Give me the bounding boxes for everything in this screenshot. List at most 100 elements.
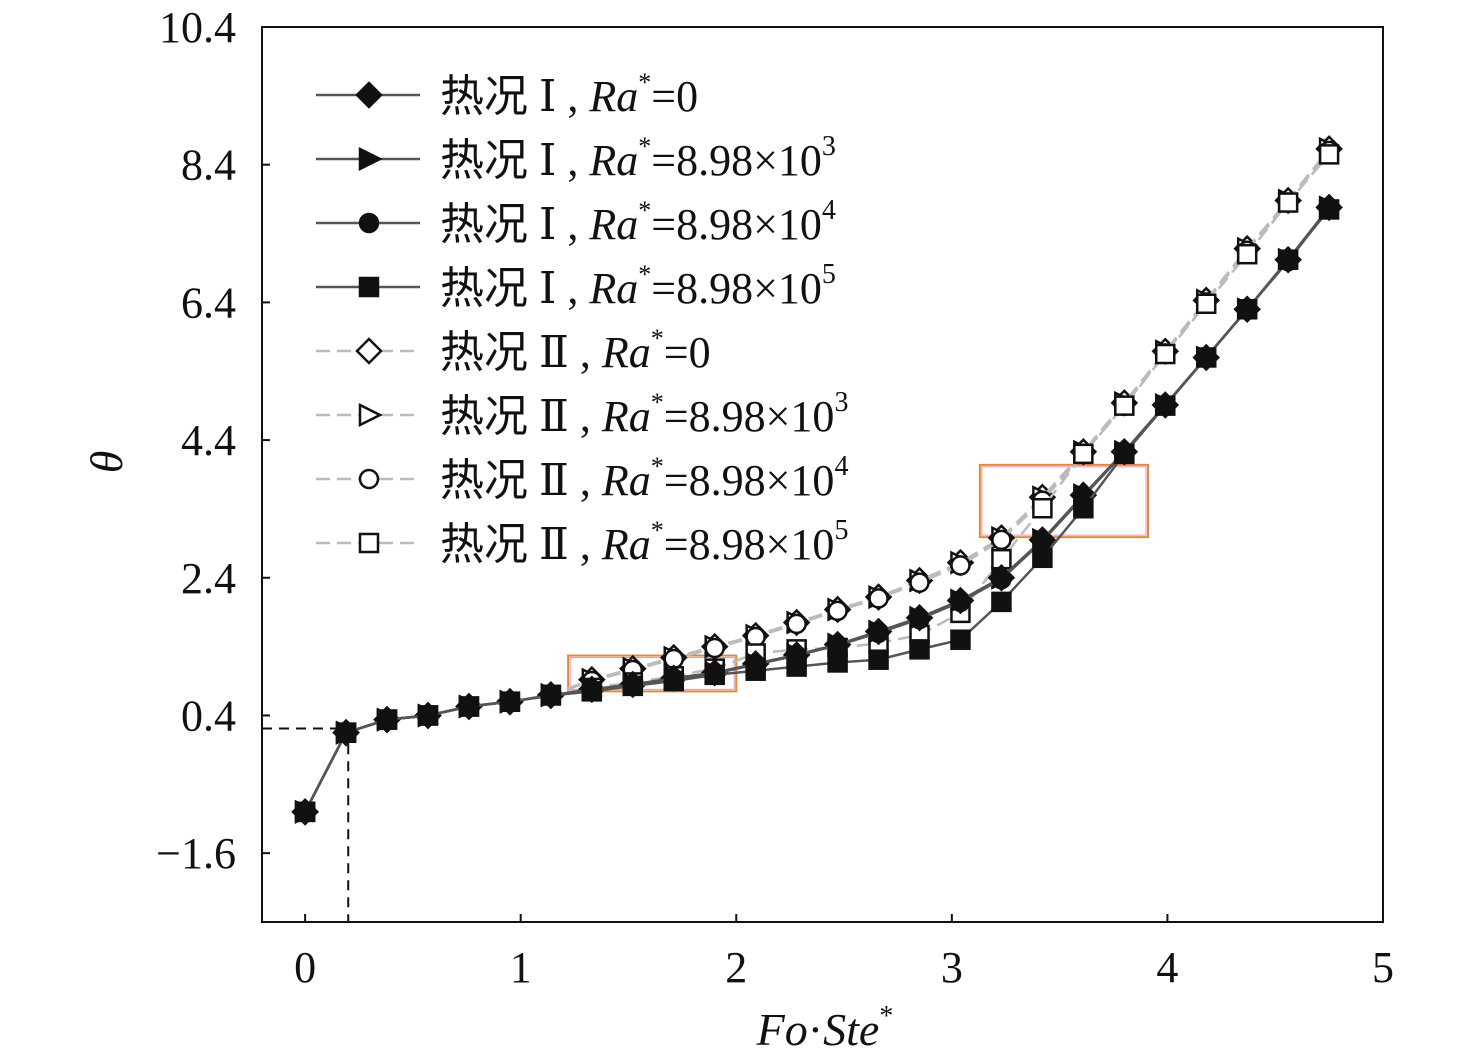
data-point-square (1236, 299, 1258, 320)
data-point-circle (909, 608, 930, 630)
legend-entry: 热况 Ⅱ , Ra*=8.98×105 (316, 515, 848, 569)
legend-exponent: 5 (822, 259, 836, 290)
y-tick-label: 2.4 (181, 554, 236, 603)
plot-frame (261, 26, 1384, 923)
data-point-square (868, 649, 889, 670)
legend-value: =8.98×10 (651, 264, 822, 313)
data-point-square (622, 675, 644, 697)
legend-label: 热况 Ⅱ , Ra*=0 (440, 324, 711, 377)
legend-entry: 热况 Ⅱ , Ra*=8.98×103 (316, 387, 848, 441)
y-tick-label: 10.4 (159, 3, 236, 52)
legend-value: =8.98×10 (651, 200, 822, 249)
data-point-square (1277, 192, 1299, 213)
legend-star: * (638, 68, 651, 97)
legend-value: =8.98×10 (664, 520, 835, 569)
data-point-square (827, 652, 848, 673)
legend-value: =0 (664, 328, 711, 377)
legend-case: 热况 Ⅱ , (440, 520, 602, 569)
data-point-square (745, 660, 766, 681)
data-point-circle (786, 613, 807, 635)
legend-marker-diamond (355, 337, 383, 365)
legend-label: 热况 Ⅱ , Ra*=8.98×104 (440, 451, 848, 505)
legend-var: Ra (601, 392, 651, 441)
data-point-square (1195, 347, 1217, 368)
data-point-circle (868, 622, 889, 644)
data-point-square (499, 691, 521, 712)
series-4 (294, 199, 1340, 823)
data-point-circle (827, 634, 848, 656)
data-point-square (1318, 199, 1340, 220)
legend-marker-triangle-right (358, 402, 383, 428)
legend-star: * (651, 324, 664, 353)
data-point-circle (950, 591, 971, 613)
legend-star: * (638, 132, 651, 161)
legend-exponent: 4 (834, 451, 848, 482)
legend-label: 热况 Ⅱ , Ra*=8.98×103 (440, 387, 848, 441)
legend-label: 热况 Ⅱ , Ra*=8.98×105 (440, 515, 848, 569)
legend-marker-circle (358, 468, 380, 490)
data-point-square (1032, 547, 1053, 569)
legend-label: 热况 Ⅰ , Ra*=0 (440, 68, 698, 121)
legend-var: Ra (601, 456, 651, 505)
x-tick-label: 0 (294, 943, 316, 992)
x-axis-label: Fo·Ste* (756, 1001, 894, 1055)
legend-entry: 热况 Ⅱ , Ra*=8.98×104 (316, 451, 848, 505)
legend-exponent: 4 (822, 195, 836, 226)
axes: 0 1 2 3 4 5 −1.6 0.4 2.4 4.4 6.4 8.4 10.4 (156, 3, 1394, 992)
data-point-square (663, 670, 685, 692)
data-point-square (950, 629, 971, 650)
data-point-square (1155, 343, 1176, 365)
y-tick-label: 6.4 (181, 278, 236, 327)
legend-label: 热况 Ⅰ , Ra*=8.98×105 (440, 259, 836, 313)
legend-star: * (638, 196, 651, 225)
legend-marker-circle (358, 212, 380, 234)
data-point-circle (991, 568, 1012, 590)
data-point-square (1318, 144, 1340, 165)
x-tick-label: 3 (941, 943, 963, 992)
legend-entry: 热况 Ⅰ , Ra*=8.98×104 (316, 195, 836, 249)
legend-star: * (651, 388, 664, 417)
data-point-square (1195, 293, 1217, 315)
legend-case: 热况 Ⅰ , (440, 264, 589, 313)
x-label-ste: Ste (823, 1004, 879, 1055)
legend-var: Ra (588, 72, 638, 121)
data-point-square (1073, 443, 1094, 465)
data-point-square (704, 664, 725, 686)
legend-entry: 热况 Ⅰ , Ra*=8.98×103 (316, 131, 836, 185)
x-tick-label: 4 (1156, 943, 1178, 992)
data-point-circle (704, 637, 725, 659)
data-point-square (458, 696, 480, 717)
legend-case: 热况 Ⅰ , (440, 200, 589, 249)
legend-case: 热况 Ⅰ , (440, 72, 589, 121)
data-point-square (991, 591, 1012, 613)
data-point-circle (868, 588, 889, 609)
legend-entry: 热况 Ⅱ , Ra*=0 (316, 324, 711, 377)
legend-case: 热况 Ⅱ , (440, 392, 602, 441)
legend-star: * (651, 452, 664, 481)
y-tick-label: 8.4 (181, 141, 236, 190)
data-point-square (1155, 395, 1176, 416)
data-point-square (786, 656, 807, 677)
legend-label: 热况 Ⅰ , Ra*=8.98×103 (440, 131, 836, 185)
data-point-square (335, 722, 357, 743)
highlight-box-inner (981, 466, 1147, 536)
data-point-square (909, 639, 930, 660)
data-point-square (581, 681, 603, 702)
legend-var: Ra (588, 136, 638, 185)
legend-marker-square (358, 532, 380, 554)
legend-star: * (651, 516, 664, 545)
data-point-square (417, 705, 439, 726)
data-point-square (1114, 395, 1135, 416)
legend-exponent: 5 (834, 515, 848, 546)
legend-case: 热况 Ⅱ , (440, 328, 602, 377)
highlight-box (978, 463, 1150, 539)
x-tick-label: 5 (1372, 943, 1394, 992)
data-point-circle (950, 555, 971, 576)
data-point-circle (991, 529, 1012, 551)
legend-case: 热况 Ⅱ , (440, 456, 602, 505)
legend-var: Ra (601, 520, 651, 569)
legend-marker-triangle-right (358, 146, 383, 172)
legend-case: 热况 Ⅰ , (440, 136, 589, 185)
